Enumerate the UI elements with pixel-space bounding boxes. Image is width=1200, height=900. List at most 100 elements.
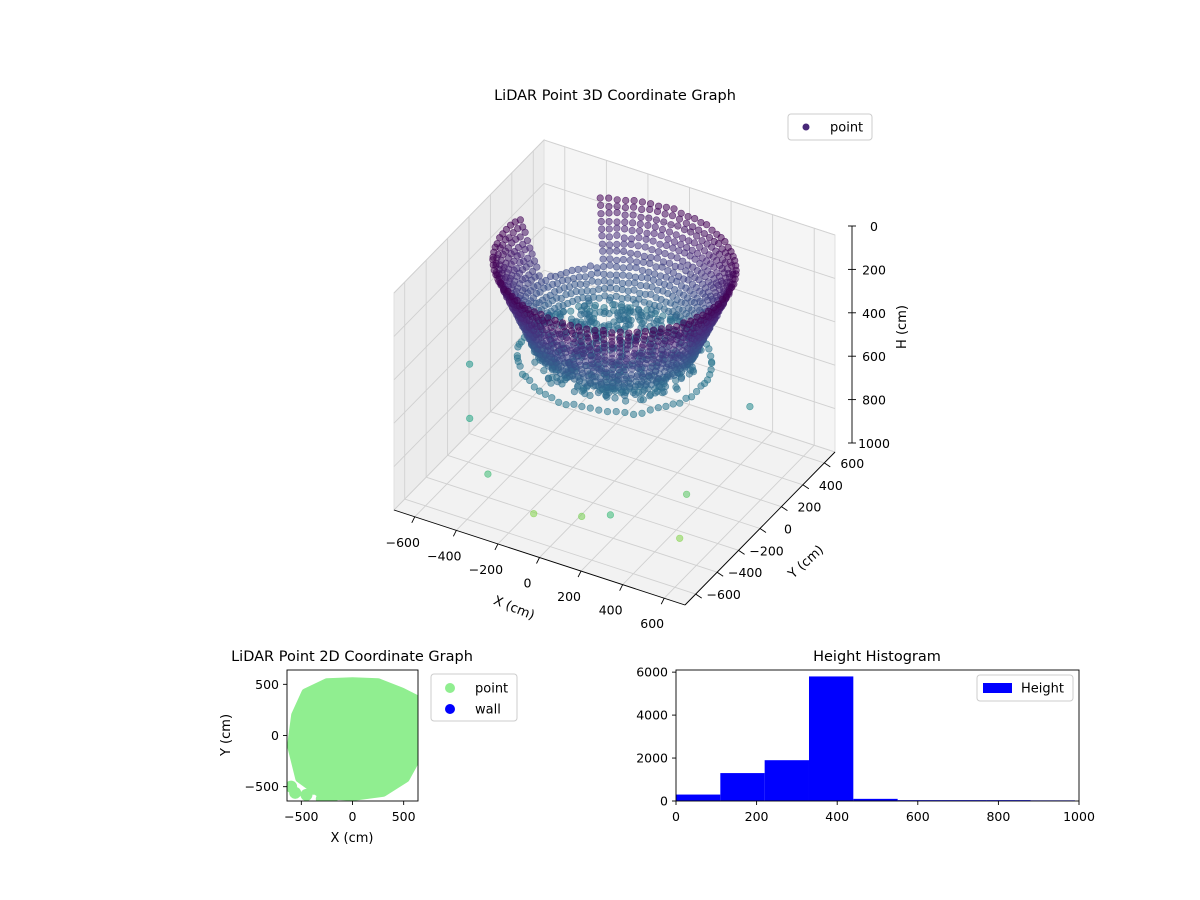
lidar-point: [508, 292, 516, 301]
lidar-point: [629, 410, 638, 419]
lidar-point: [625, 329, 633, 337]
lidar-point: [566, 321, 575, 329]
lidar-point: [681, 249, 689, 257]
lidar-point: [613, 231, 621, 239]
lidar-point: [641, 327, 650, 336]
lidar-point: [612, 408, 620, 416]
grid-line: [393, 356, 545, 511]
lidar-point: [701, 273, 709, 281]
y-tick-label: 600: [840, 456, 864, 471]
lidar-point: [680, 226, 689, 234]
lidar-point: [677, 263, 685, 271]
lidar-point: [625, 279, 633, 287]
lidar-point: [605, 233, 614, 241]
lidar-point: [612, 263, 621, 271]
lidar-point: [605, 209, 613, 217]
y-tick-label: 400: [819, 478, 843, 493]
lidar-point: [686, 317, 695, 325]
lidar-point: [598, 240, 607, 248]
chart-3d-zlabel: H (cm): [895, 305, 910, 349]
lidar-point: [621, 408, 629, 417]
lidar-point: [673, 385, 681, 393]
lidar-point: [636, 395, 645, 404]
lidar-point: [575, 273, 583, 281]
y-tick: [695, 593, 702, 599]
lidar-point: [678, 234, 687, 242]
lidar-point: [605, 194, 613, 202]
lidar-point: [628, 227, 636, 235]
x-tick-label: 400: [599, 603, 623, 618]
lidar-point: [562, 401, 570, 409]
lidar-point: [640, 318, 648, 326]
lidar-point: [605, 310, 613, 318]
histogram-bar: [764, 760, 809, 801]
chart-2d-legend: point wall: [430, 673, 518, 722]
x-tick-label: 500: [392, 809, 416, 824]
lidar-point: [580, 302, 588, 311]
lidar-point: [661, 250, 669, 258]
legend-wall-marker: [445, 704, 455, 714]
lidar-point: [660, 218, 668, 226]
legend-height-label: Height: [1021, 682, 1064, 697]
point-marker: [289, 786, 302, 799]
lidar-point: [528, 250, 536, 258]
lidar-point: [597, 217, 605, 226]
lidar-point: [644, 221, 652, 229]
y-tick-label: 0: [784, 522, 792, 537]
x-tick-label: 0: [524, 576, 532, 591]
lidar-point: [698, 237, 706, 245]
lidar-point: [606, 511, 615, 519]
lidar-point: [530, 383, 538, 391]
lidar-point: [654, 248, 663, 256]
lidar-point: [708, 226, 716, 234]
y-tick: [738, 549, 745, 555]
lidar-point: [514, 343, 522, 351]
lidar-point: [556, 313, 564, 321]
lidar-point: [705, 345, 713, 353]
lidar-point: [646, 406, 654, 414]
lidar-point: [667, 221, 675, 229]
lidar-point: [553, 378, 562, 386]
chart-2d-points: [287, 677, 418, 801]
lidar-point: [652, 263, 660, 271]
lidar-point: [580, 265, 588, 273]
chart-3d-legend: point: [787, 113, 873, 141]
lidar-point: [509, 229, 517, 237]
histogram-title: Height Histogram: [813, 649, 941, 665]
lidar-point: [624, 287, 632, 295]
y-tick: [781, 506, 788, 512]
lidar-point: [704, 307, 713, 315]
x-tick: [536, 557, 540, 564]
lidar-point: [628, 219, 637, 227]
y-tick-label: −200: [749, 543, 783, 558]
lidar-point: [565, 342, 573, 350]
lidar-point: [546, 272, 555, 281]
lidar-point: [533, 263, 541, 271]
lidar-point: [595, 406, 603, 414]
lidar-point: [658, 346, 667, 354]
lidar-point: [466, 414, 474, 423]
lidar-point: [652, 216, 661, 224]
lidar-point: [643, 229, 651, 237]
grid-line: [490, 411, 782, 508]
lidar-point: [691, 215, 699, 223]
lidar-point: [578, 512, 586, 521]
lidar-point: [632, 264, 640, 272]
lidar-point: [635, 295, 643, 303]
lidar-point: [613, 209, 621, 217]
lidar-point: [548, 394, 556, 402]
lidar-point: [508, 239, 516, 247]
lidar-point: [650, 229, 658, 238]
x-tick: [411, 516, 416, 523]
lidar-point: [621, 392, 629, 400]
lidar-point: [620, 247, 628, 255]
chart-3d-points: [466, 194, 754, 542]
lidar-point: [518, 301, 527, 309]
lidar-point: [657, 325, 666, 333]
lidar-point: [675, 215, 684, 223]
lidar-point: [665, 324, 673, 332]
lidar-point: [599, 247, 607, 255]
lidar-point: [692, 232, 701, 240]
lidar-point: [620, 240, 628, 248]
chart-2d-xlabel: X (cm): [331, 831, 374, 846]
